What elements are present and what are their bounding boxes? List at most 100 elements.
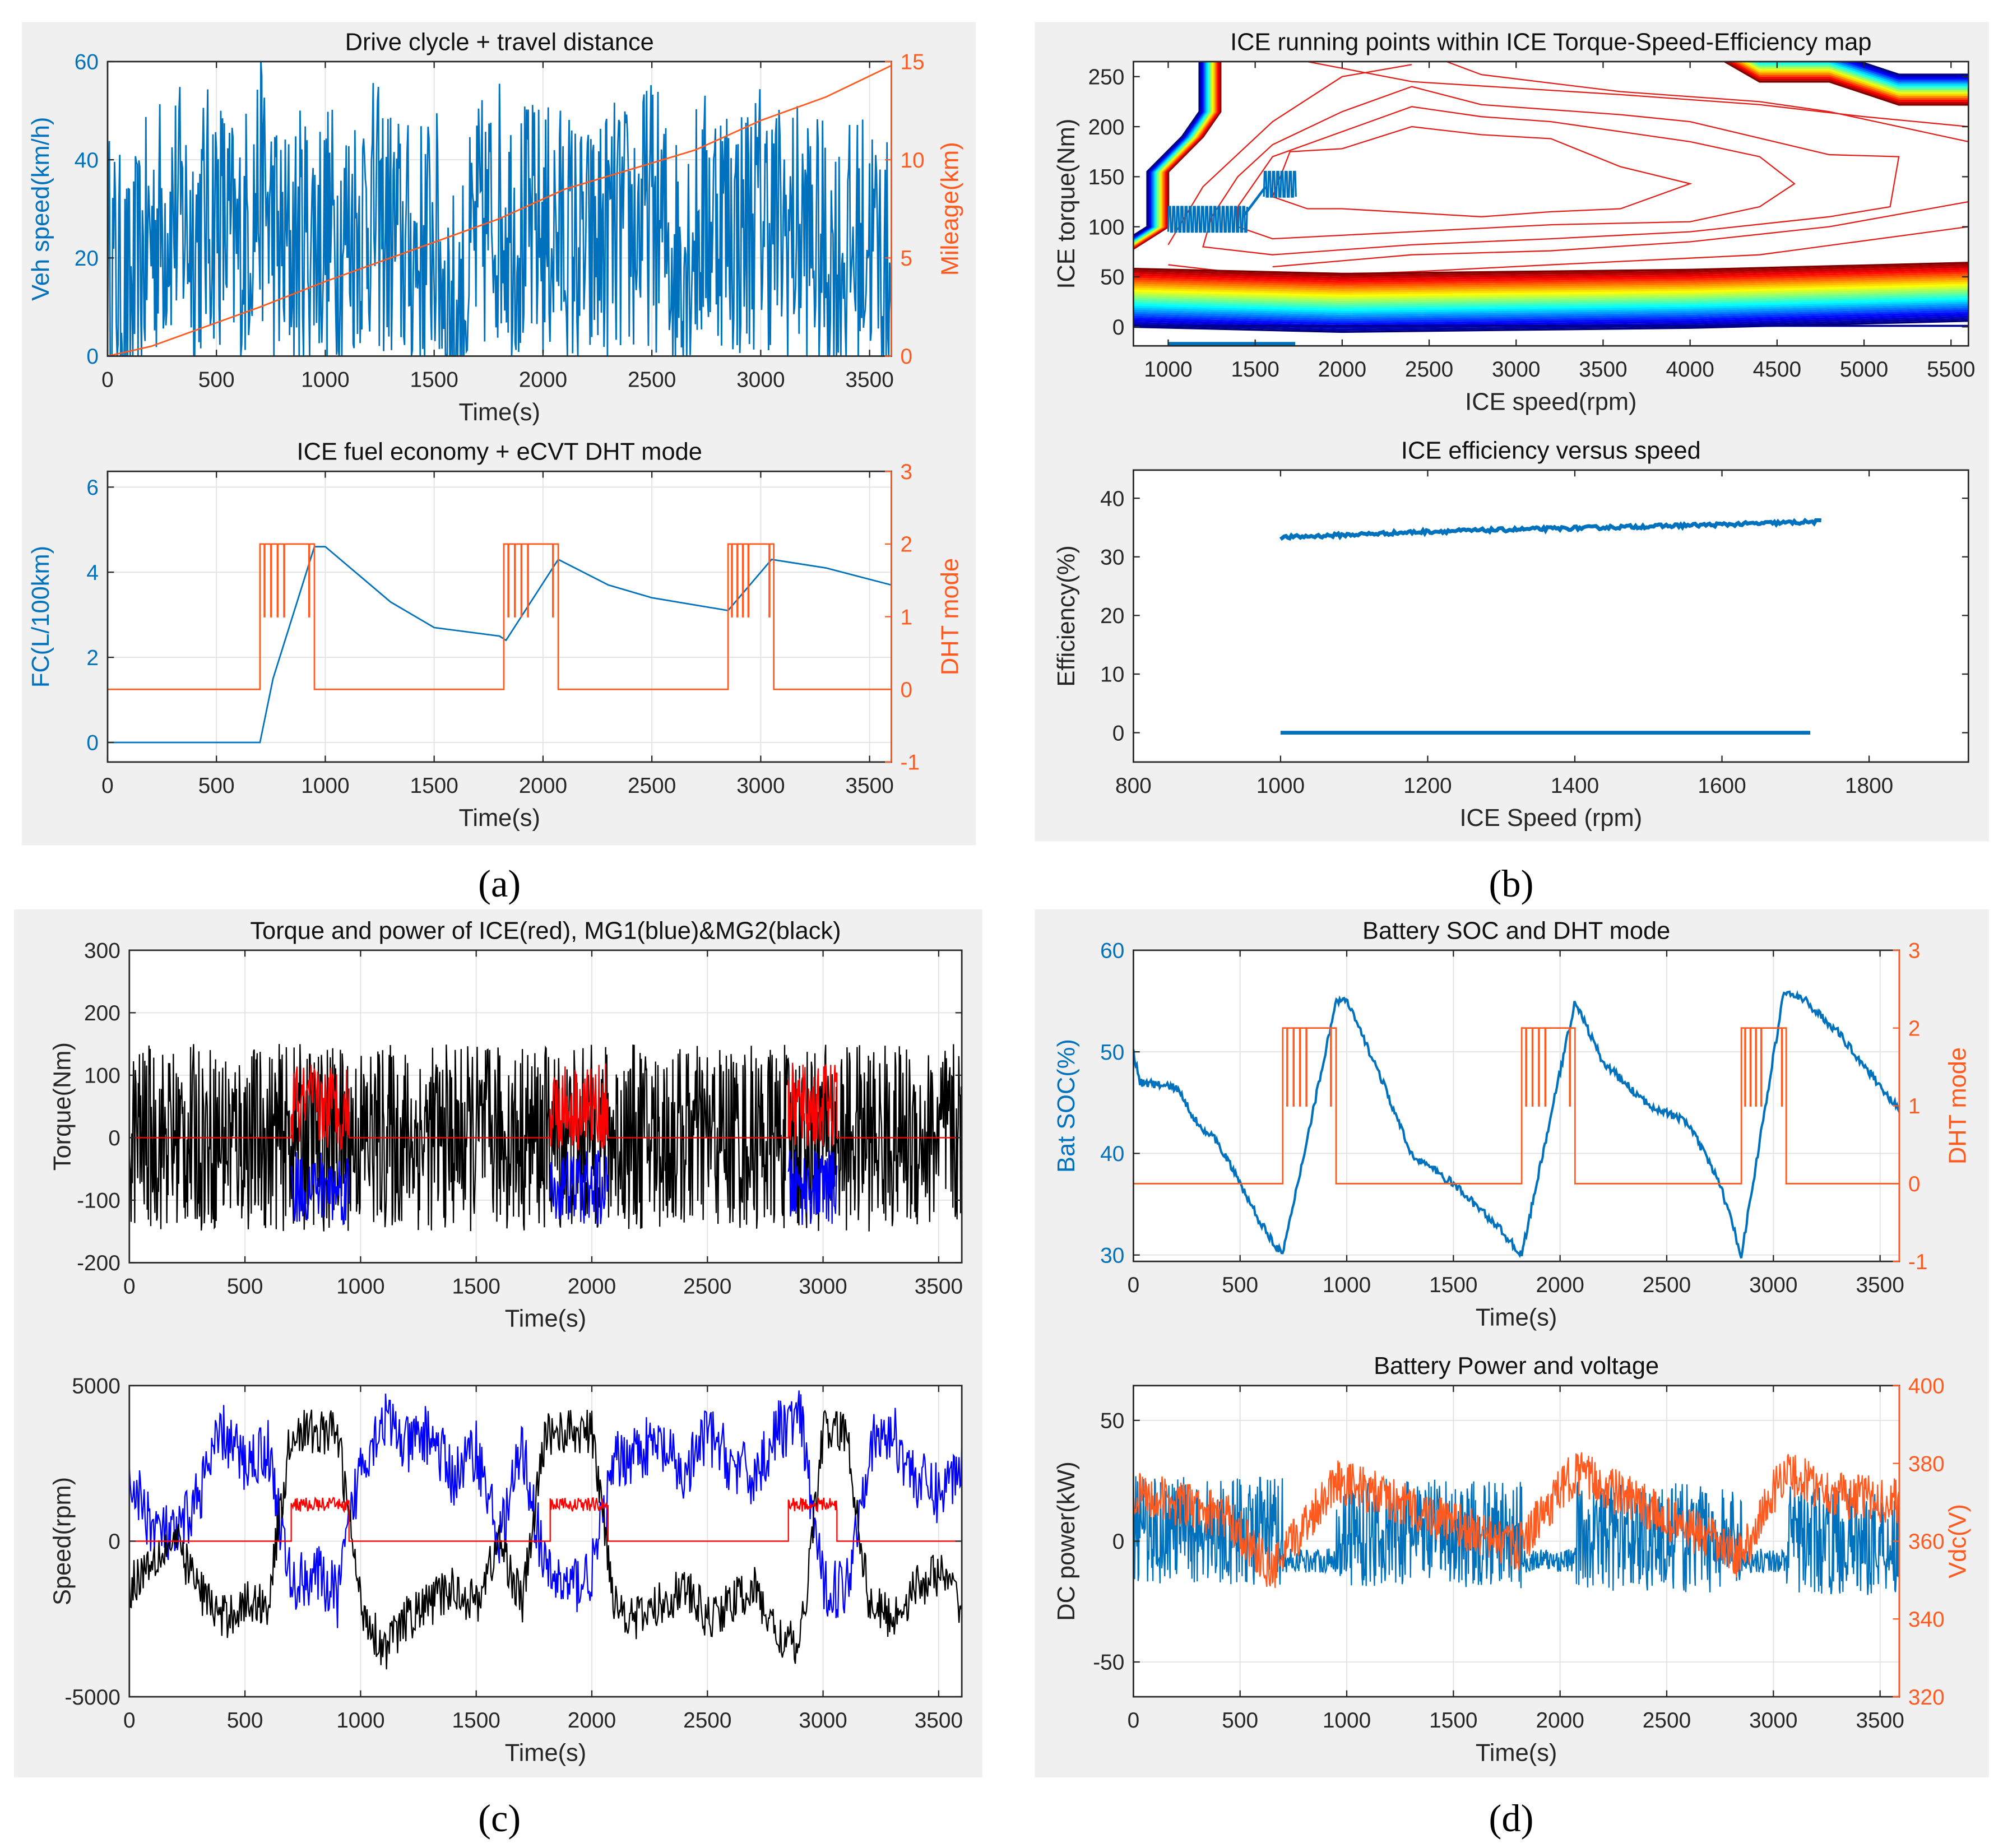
contour-band-line — [1133, 314, 1969, 327]
contour-band-line — [1133, 294, 1969, 307]
y-tick-label: 5000 — [72, 1375, 120, 1399]
x-tick-label: 2500 — [1643, 1708, 1691, 1733]
y2-tick-label: 3 — [900, 460, 912, 484]
y-tick-label: 6 — [86, 476, 99, 500]
chart-2: 1000 1500 2000 2500 3000 3500 4000 4500 5000 5500… — [1053, 29, 1975, 415]
y-tick-label: 200 — [1088, 115, 1125, 140]
y2-tick-label: 360 — [1908, 1530, 1945, 1554]
contour-band-line — [1133, 309, 1969, 323]
y2-tick-label: 0 — [1908, 1172, 1921, 1196]
x-axis-label: Time(s) — [505, 1739, 586, 1766]
contour-band-line — [1758, 61, 1969, 86]
series-mg1-torque-line — [787, 1150, 838, 1225]
y-tick-label: -5000 — [64, 1686, 120, 1710]
running-points-cluster — [1263, 170, 1297, 198]
efficiency-contour-line — [1272, 126, 1693, 217]
x-axis-label: Time(s) — [1476, 1304, 1557, 1331]
contour-band-line — [1133, 305, 1969, 319]
series-layer — [1279, 517, 1822, 735]
x-tick-label: 1800 — [1845, 774, 1893, 798]
x-tick-label: 1000 — [336, 1708, 384, 1733]
y-tick-label: -100 — [77, 1189, 120, 1213]
x-tick-label: 2000 — [568, 1708, 616, 1733]
x-tick-label: 2000 — [519, 368, 567, 392]
x-tick-label: 2500 — [683, 1274, 731, 1298]
y2-tick-label: 380 — [1908, 1452, 1945, 1476]
y-tick-label: 100 — [1088, 215, 1125, 239]
x-tick-label: 3500 — [915, 1708, 963, 1733]
series-mg1-torque-line — [290, 1151, 350, 1225]
series-layer — [129, 1044, 962, 1232]
x-tick-label: 500 — [198, 368, 235, 392]
efficiency-contour-line — [1237, 106, 1796, 240]
x-tick-label: 2000 — [519, 774, 567, 798]
contour-band-line — [1730, 61, 1969, 102]
y-tick-label: -50 — [1093, 1651, 1124, 1675]
y-tick-label: -200 — [77, 1251, 120, 1275]
x-tick-label: 0 — [1128, 1273, 1140, 1297]
contour-band-line — [1133, 266, 1969, 279]
y-tick-label: 20 — [1100, 604, 1124, 628]
contour-band-line — [1133, 281, 1969, 295]
y-tick-label: 0 — [1112, 721, 1125, 745]
chart-title: ICE fuel economy + eCVT DHT mode — [297, 439, 702, 466]
contour-band-line — [1133, 318, 1969, 331]
axes-box — [128, 949, 963, 1264]
panel-caption: (a) — [478, 862, 521, 905]
y-tick-label: 0 — [108, 1530, 120, 1554]
contour-band-line — [1726, 61, 1969, 104]
contour-band-line — [1133, 312, 1969, 325]
y2-tick-label: 15 — [900, 50, 924, 75]
y2-axis-label: Vdc(V) — [1945, 1504, 1972, 1578]
series-mileage-line — [107, 64, 892, 356]
x-tick-label: 3500 — [845, 368, 893, 392]
y-tick-label: 2 — [86, 646, 99, 670]
x-axis-label: Time(s) — [505, 1306, 586, 1332]
y-tick-label: 0 — [1112, 315, 1125, 340]
x-tick-label: 1500 — [1429, 1708, 1477, 1733]
x-tick-label: 3000 — [736, 774, 785, 798]
y2-tick-label: 3 — [1908, 939, 1921, 963]
x-tick-label: 3000 — [736, 368, 785, 392]
contour-band-line — [1856, 61, 1969, 76]
contour-band-line — [1133, 262, 1969, 275]
contour-band-line — [1133, 291, 1969, 305]
contour-band-line — [1133, 304, 1969, 317]
x-tick-label: 500 — [227, 1708, 263, 1733]
y2-tick-label: 2 — [1908, 1016, 1921, 1041]
contour-band-line — [1133, 273, 1969, 287]
contour-band-line — [1133, 301, 1969, 315]
x-tick-label: 1000 — [1144, 357, 1192, 382]
x-tick-label: 3500 — [845, 774, 893, 798]
x-tick-label: 1500 — [410, 368, 458, 392]
x-tick-label: 2500 — [1643, 1273, 1691, 1297]
x-axis-label: ICE Speed (rpm) — [1460, 805, 1643, 832]
y2-tick-label: 0 — [900, 678, 912, 702]
x-tick-label: 2500 — [628, 774, 676, 798]
x-tick-label: 1500 — [1429, 1273, 1477, 1297]
y-axis-label: FC(L/100km) — [27, 546, 54, 688]
contour-band-line — [1133, 319, 1969, 333]
contour-band-line — [1832, 61, 1969, 84]
series-mg1-speed-line — [129, 1390, 962, 1628]
x-axis-label: ICE speed(rpm) — [1465, 389, 1636, 416]
x-tick-label: 1500 — [452, 1708, 500, 1733]
zero-torque-band — [1133, 324, 1969, 327]
y-tick-label: 40 — [75, 148, 99, 173]
axes-box — [1133, 61, 1969, 347]
chart-4: 0 500 1000 1500 2000 2500 3000 3500 -200 -100 0 100… — [49, 917, 963, 1332]
chart-1: 0 500 1000 1500 2000 2500 3000 3500 0 2 4 6 -1 0 1 2 3 IC… — [27, 439, 963, 832]
x-axis-label: Time(s) — [458, 805, 540, 832]
plot-area — [1133, 470, 1969, 762]
series-layer — [107, 61, 892, 356]
x-tick-label: 1600 — [1698, 774, 1746, 798]
chart-title: Torque and power of ICE(red), MG1(blue)&… — [250, 917, 841, 944]
y2-tick-label: 10 — [900, 148, 924, 173]
contour-band-line — [1133, 298, 1969, 311]
x-tick-label: 4000 — [1666, 357, 1714, 382]
x-tick-label: 3000 — [1749, 1273, 1797, 1297]
chart-title: Battery SOC and DHT mode — [1362, 917, 1670, 944]
contour-band-line — [1740, 61, 1969, 96]
x-tick-label: 1200 — [1403, 774, 1452, 798]
x-tick-label: 1500 — [410, 774, 458, 798]
